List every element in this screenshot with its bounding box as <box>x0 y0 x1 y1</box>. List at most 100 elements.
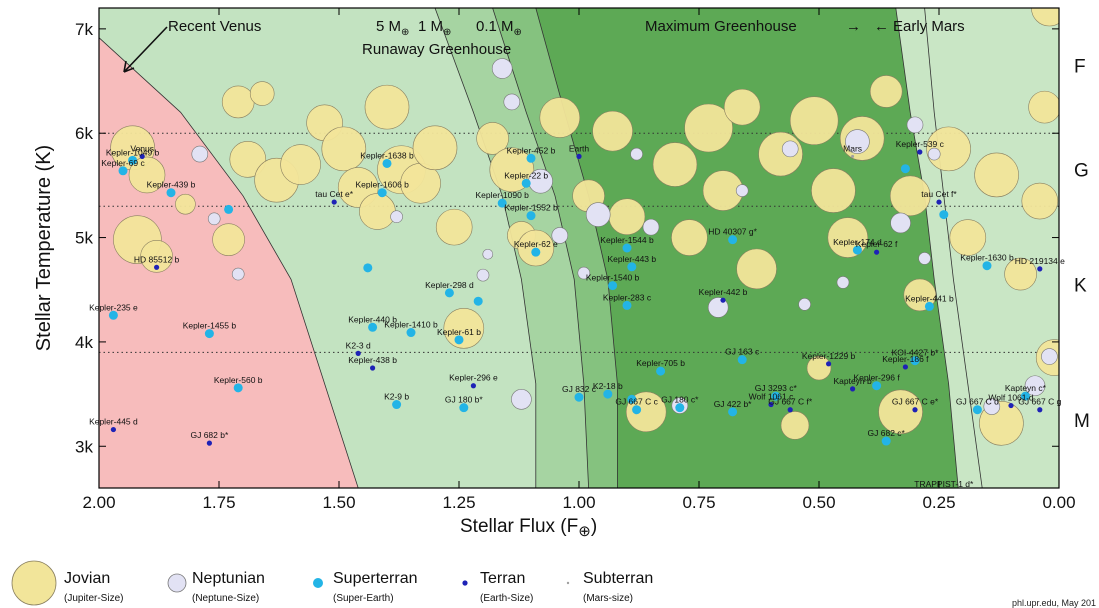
planet-label: GJ 682 c* <box>868 428 906 438</box>
legend-marker-superterran <box>313 578 323 588</box>
planet-label: Kepler-539 c <box>896 139 945 149</box>
planet-point-kepler-61-b <box>454 335 464 345</box>
jovian-point <box>789 96 839 145</box>
planet-label: Kepler-705 b <box>636 358 685 368</box>
runaway-5m-band <box>435 8 589 488</box>
planet-point-kepler-235-e <box>108 310 118 320</box>
x-tick-label: 1.50 <box>322 493 355 512</box>
planet-label: Kepler-445 d <box>89 417 138 427</box>
planet-label: Kepler-69 c <box>101 158 145 168</box>
planet-point-kepler-1410-b <box>406 328 416 338</box>
planet-label: Kepler-443 b <box>607 254 656 264</box>
neptunian-point <box>577 266 591 280</box>
planet-point-kepler-1544-b <box>622 243 632 253</box>
planet-point-gj-667-c-e- <box>912 407 918 413</box>
planet-point-kepler-1552-b <box>526 211 536 221</box>
planet-label: Kepler-1606 b <box>355 180 409 190</box>
planet-label: Kepler-560 b <box>214 375 263 385</box>
legend-sublabel-jovian: (Jupiter-Size) <box>64 593 123 604</box>
planet-point-k2-9-b <box>392 400 402 410</box>
spectral-class-G: G <box>1074 161 1089 182</box>
jovian-point <box>435 208 473 246</box>
planet-point-kepler-296-f <box>872 381 882 391</box>
maximum-greenhouse-label: Maximum Greenhouse <box>645 18 797 35</box>
planet-point-kepler-1455-b <box>204 329 214 339</box>
neptunian-point <box>207 212 221 226</box>
planet-point-kepler-442-b <box>720 297 726 303</box>
x-axis-ticks: 2.00 1.75 1.50 1.25 1.00 0.75 0.50 0.25 0.00 <box>82 8 1076 512</box>
planet-label: TRAPPIST-1 d* <box>914 479 974 489</box>
planet-label: Kepler-1630 b <box>960 253 1014 263</box>
planet-label: K2-18 b <box>593 381 623 391</box>
legend-sublabel-terran: (Earth-Size) <box>480 593 533 604</box>
planet-point-gj-667-c-g <box>1037 407 1043 413</box>
planet-point-kepler-174-d <box>852 245 862 255</box>
planet-point-kepler-560-b <box>233 383 243 393</box>
x-axis-title: Stellar Flux (F⊕) <box>460 516 597 540</box>
planet-label: Kepler-1638 b <box>360 150 414 160</box>
planet-label: Kepler-1090 b <box>475 190 529 200</box>
spectral-class-M: M <box>1074 411 1090 432</box>
planet-label: GJ 667 C g <box>1018 397 1061 407</box>
planet-point-k2-18-b <box>603 389 613 399</box>
planet-point-wolf-1061-d <box>1008 402 1014 409</box>
recent-venus-label: Recent Venus <box>168 18 261 35</box>
neptunian-point <box>482 248 494 260</box>
superterran-point <box>224 204 234 214</box>
planet-point-gj-422-b- <box>728 407 738 417</box>
neptunian-point <box>642 218 660 236</box>
zone-line-maxg <box>895 8 959 488</box>
planet-label: K2-9 b <box>384 392 409 402</box>
neptunian-point <box>503 93 521 111</box>
jovian-point <box>592 110 633 152</box>
planet-label: HD 40307 g* <box>708 227 757 237</box>
superterran-point <box>939 210 949 220</box>
x-tick-label: 1.75 <box>202 493 235 512</box>
planet-label: Kepler-62 e <box>514 239 558 249</box>
x-tick-label: 1.00 <box>562 493 595 512</box>
legend-sublabel-subterran: (Mars-size) <box>583 593 633 604</box>
credit: phl.upr.edu, May 201 <box>1012 598 1096 608</box>
legend-label-neptunian: Neptunian <box>192 570 265 587</box>
planet-point-kepler-69-c <box>118 166 128 176</box>
x-tick-label: 0.00 <box>1042 493 1075 512</box>
jovian-point <box>780 411 810 440</box>
jovian-point <box>878 389 923 435</box>
spectral-class-K: K <box>1074 276 1087 297</box>
planet-point-gj-682-c- <box>881 436 891 446</box>
planet-point-kepler-443-b <box>627 262 637 272</box>
neptunian-point <box>836 276 850 289</box>
planet-point-gj-667-c-f- <box>787 407 793 413</box>
planet-point-kepler-283-c <box>622 300 632 310</box>
early-mars-arrow: ← <box>874 18 889 35</box>
superterran-point <box>627 394 637 404</box>
planet-point-tau-cet-e- <box>331 199 337 205</box>
planet-label: K2-3 d <box>346 340 371 350</box>
planet-label: Kepler-1049 b <box>106 147 160 157</box>
jovian-point <box>926 126 971 172</box>
neptunian-point <box>630 147 643 161</box>
neptunian-point <box>1024 375 1046 397</box>
planet-point-kepler-441-b <box>924 301 934 311</box>
planet-label: Kepler-22 b <box>504 170 548 180</box>
planet-point-kepler-539-c <box>917 149 923 155</box>
early-mars-label: Early Mars <box>893 18 965 35</box>
zone-annotations: Recent Venus 5 M⊕ 1 M⊕ 0.1 M⊕ Runaway Gr… <box>123 18 965 73</box>
jovian-point <box>212 223 245 256</box>
planet-label: Wolf 1061 c <box>749 392 794 402</box>
legend-marker-neptunian <box>167 573 187 593</box>
planet-point-kepler-1229-b <box>826 361 832 367</box>
planet-label: GJ 667 C d <box>956 397 999 407</box>
legend-marker-jovian <box>11 560 57 606</box>
neptunian-point <box>585 202 611 227</box>
planet-label: Earth <box>569 143 590 153</box>
jovian-point <box>974 152 1019 198</box>
planet-point-gj-667-c-c <box>632 405 642 415</box>
neptunian-point <box>890 212 911 234</box>
planet-label: Kepler-298 d <box>425 280 474 290</box>
planet-label: Kepler-296 f <box>853 373 900 383</box>
planet-point-gj-682-b- <box>206 440 212 446</box>
y-axis-ticks: 3k 4k 5k 6k 7k <box>75 20 1059 456</box>
legend-marker-terran <box>462 580 468 586</box>
